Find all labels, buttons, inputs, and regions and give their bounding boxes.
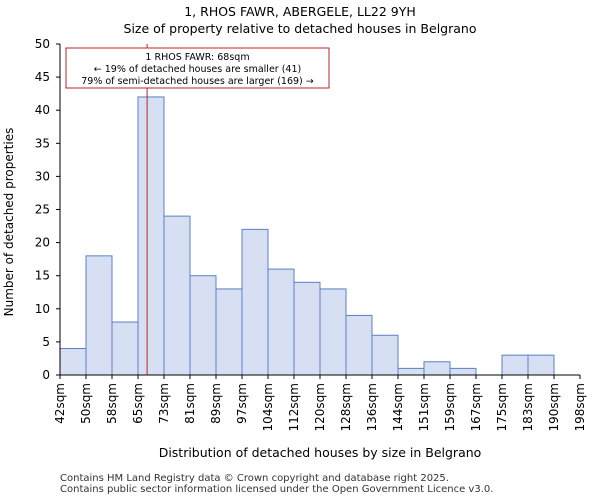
x-tick-label: 175sqm [495, 383, 509, 431]
x-tick-label: 198sqm [573, 383, 587, 431]
x-tick-label: 151sqm [417, 383, 431, 431]
footer-line-1: Contains HM Land Registry data © Crown c… [60, 473, 449, 484]
y-tick-label: 45 [35, 70, 50, 84]
chart-subtitle: Size of property relative to detached ho… [123, 21, 477, 36]
chart-title: 1, RHOS FAWR, ABERGELE, LL22 9YH [184, 4, 416, 19]
x-tick-label: 120sqm [313, 383, 327, 431]
histogram-bar [501, 354, 529, 376]
y-tick-label: 30 [35, 169, 50, 183]
y-tick-label: 0 [42, 368, 50, 382]
histogram-bar [267, 268, 295, 376]
x-tick-label: 144sqm [391, 383, 405, 431]
histogram-bar [215, 288, 243, 376]
y-tick-label: 40 [35, 103, 50, 117]
annotation-box [65, 47, 330, 89]
y-tick-label: 15 [35, 269, 50, 283]
x-tick-label: 73sqm [157, 383, 171, 424]
histogram-bar [397, 367, 425, 376]
histogram-bar [189, 275, 217, 376]
histogram-bar [111, 321, 139, 376]
annotation-line-3: 79% of semi-detached houses are larger (… [81, 76, 314, 87]
x-axis-label: Distribution of detached houses by size … [158, 445, 482, 460]
y-tick-label: 5 [42, 335, 50, 349]
histogram-bar [371, 334, 399, 376]
x-tick-label: 167sqm [469, 383, 483, 431]
x-tick-label: 136sqm [365, 383, 379, 431]
x-tick-label: 42sqm [53, 383, 67, 424]
x-tick-label: 97sqm [235, 383, 249, 424]
y-tick-label: 35 [35, 136, 50, 150]
histogram-bar [319, 288, 347, 376]
histogram-bar [449, 367, 477, 376]
histogram-bar [527, 354, 555, 376]
x-tick-label: 89sqm [209, 383, 223, 424]
x-tick-label: 190sqm [547, 383, 561, 431]
annotation-line-2: ← 19% of detached houses are smaller (41… [94, 64, 301, 75]
x-tick-label: 128sqm [339, 383, 353, 431]
x-tick-label: 81sqm [183, 383, 197, 424]
histogram-bar [163, 215, 191, 376]
histogram-bar [345, 314, 373, 376]
x-tick-label: 50sqm [79, 383, 93, 424]
annotation-line-1: 1 RHOS FAWR: 68sqm [145, 52, 249, 63]
histogram-bar [241, 228, 269, 376]
histogram-bar [137, 96, 165, 376]
histogram-bar [293, 281, 321, 376]
y-tick-label: 25 [35, 203, 50, 217]
x-tick-label: 159sqm [443, 383, 457, 431]
y-tick-label: 20 [35, 236, 50, 250]
x-tick-label: 58sqm [105, 383, 119, 424]
y-tick-label: 50 [35, 37, 50, 51]
histogram-bar [85, 255, 113, 376]
x-tick-label: 65sqm [131, 383, 145, 424]
footer-line-2: Contains public sector information licen… [60, 484, 494, 495]
x-tick-label: 112sqm [287, 383, 301, 431]
x-tick-label: 183sqm [521, 383, 535, 431]
histogram-bar [59, 348, 87, 376]
x-tick-label: 104sqm [261, 383, 275, 431]
histogram-bar [423, 361, 451, 376]
y-tick-label: 10 [35, 302, 50, 316]
